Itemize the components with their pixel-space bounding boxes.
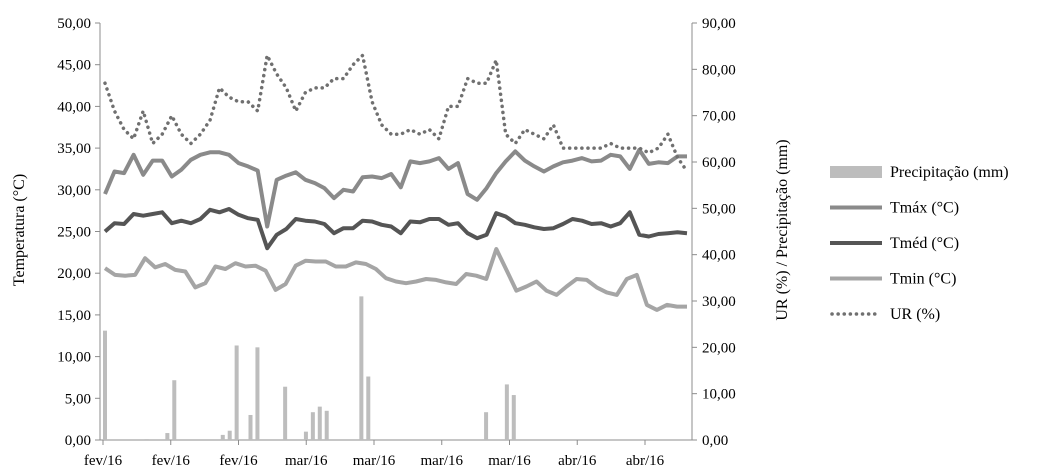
legend-label: Tmáx (°C) <box>890 200 959 217</box>
left-tick-label: 25,00 <box>57 225 91 241</box>
left-tick-label: 0,00 <box>65 433 91 449</box>
left-tick-label: 50,00 <box>57 16 91 32</box>
series-line-tméd <box>103 207 688 251</box>
legend-symbol-bar <box>830 166 882 178</box>
left-tick-label: 35,00 <box>57 141 91 157</box>
left-axis-ticks: 0,00 5,00 10,00 15,00 20,00 25,00 30,00 35,00 40… <box>57 16 100 449</box>
precipitation-bar <box>234 345 239 440</box>
precipitation-bar <box>303 431 308 440</box>
left-tick-label: 5,00 <box>65 391 91 407</box>
x-axis-ticks: fev/16 fev/16 fev/16 mar/16 mar/16 mar/16 mar/… <box>84 440 665 469</box>
x-tick-label: abr/16 <box>558 453 597 469</box>
right-tick-label: 80,00 <box>702 62 736 78</box>
right-axis-title: UR (%) / Precipitação (mm) <box>774 139 791 320</box>
precipitation-bar <box>317 406 322 440</box>
series-line-tmáx <box>103 147 687 229</box>
x-tick-label: abr/16 <box>626 453 665 469</box>
precipitation-bar <box>484 412 489 440</box>
legend: Precipitação (mm) Tmáx (°C) Tméd (°C) Tmin … <box>830 164 1009 323</box>
precipitation-bar <box>165 433 170 440</box>
left-tick-label: 30,00 <box>57 183 91 199</box>
legend-label: Tmin (°C) <box>890 271 956 288</box>
right-tick-label: 90,00 <box>702 16 736 32</box>
left-axis-title: Temperatura (°C) <box>11 174 28 286</box>
right-tick-label: 30,00 <box>702 294 736 310</box>
x-tick-label: mar/16 <box>421 453 464 469</box>
x-tick-label: mar/16 <box>488 453 531 469</box>
precipitation-bar <box>255 347 260 440</box>
precipitation-bar <box>511 395 516 440</box>
precipitation-bar <box>248 414 253 440</box>
right-tick-label: 40,00 <box>702 248 736 264</box>
precipitation-bar <box>359 296 364 440</box>
precipitation-bar <box>366 376 371 440</box>
right-tick-label: 60,00 <box>702 155 736 171</box>
precipitation-bar <box>504 384 509 440</box>
plot-area <box>99 23 693 441</box>
precipitation-bar <box>227 430 232 440</box>
precipitation-bar <box>144 439 149 440</box>
left-tick-label: 40,00 <box>57 99 91 115</box>
precipitation-bar <box>324 410 329 440</box>
precipitation-bar <box>220 434 225 440</box>
x-tick-label: fev/16 <box>219 453 258 469</box>
precipitation-bar <box>172 380 177 440</box>
left-tick-label: 15,00 <box>57 308 91 324</box>
x-tick-label: fev/16 <box>84 453 123 469</box>
right-tick-label: 0,00 <box>702 433 728 449</box>
x-tick-label: fev/16 <box>152 453 191 469</box>
right-axis-ticks: 0,00 10,00 20,00 30,00 40,00 50,00 60,00 70,00 8… <box>692 16 736 449</box>
legend-label: UR (%) <box>890 306 940 323</box>
left-tick-label: 45,00 <box>57 58 91 74</box>
series-line-tmin <box>103 247 687 312</box>
precipitation-bar <box>103 330 107 440</box>
x-tick-label: mar/16 <box>353 453 396 469</box>
precipitation-bar <box>310 412 315 440</box>
right-tick-label: 20,00 <box>702 340 736 356</box>
series-line-ur <box>103 53 689 174</box>
legend-label: Precipitação (mm) <box>890 164 1009 181</box>
left-tick-label: 20,00 <box>57 266 91 282</box>
precipitation-bar <box>283 386 288 440</box>
right-tick-label: 70,00 <box>702 109 736 125</box>
legend-label: Tméd (°C) <box>890 235 959 252</box>
x-tick-label: mar/16 <box>285 453 328 469</box>
right-tick-label: 50,00 <box>702 201 736 217</box>
right-tick-label: 10,00 <box>702 387 736 403</box>
left-tick-label: 10,00 <box>57 350 91 366</box>
